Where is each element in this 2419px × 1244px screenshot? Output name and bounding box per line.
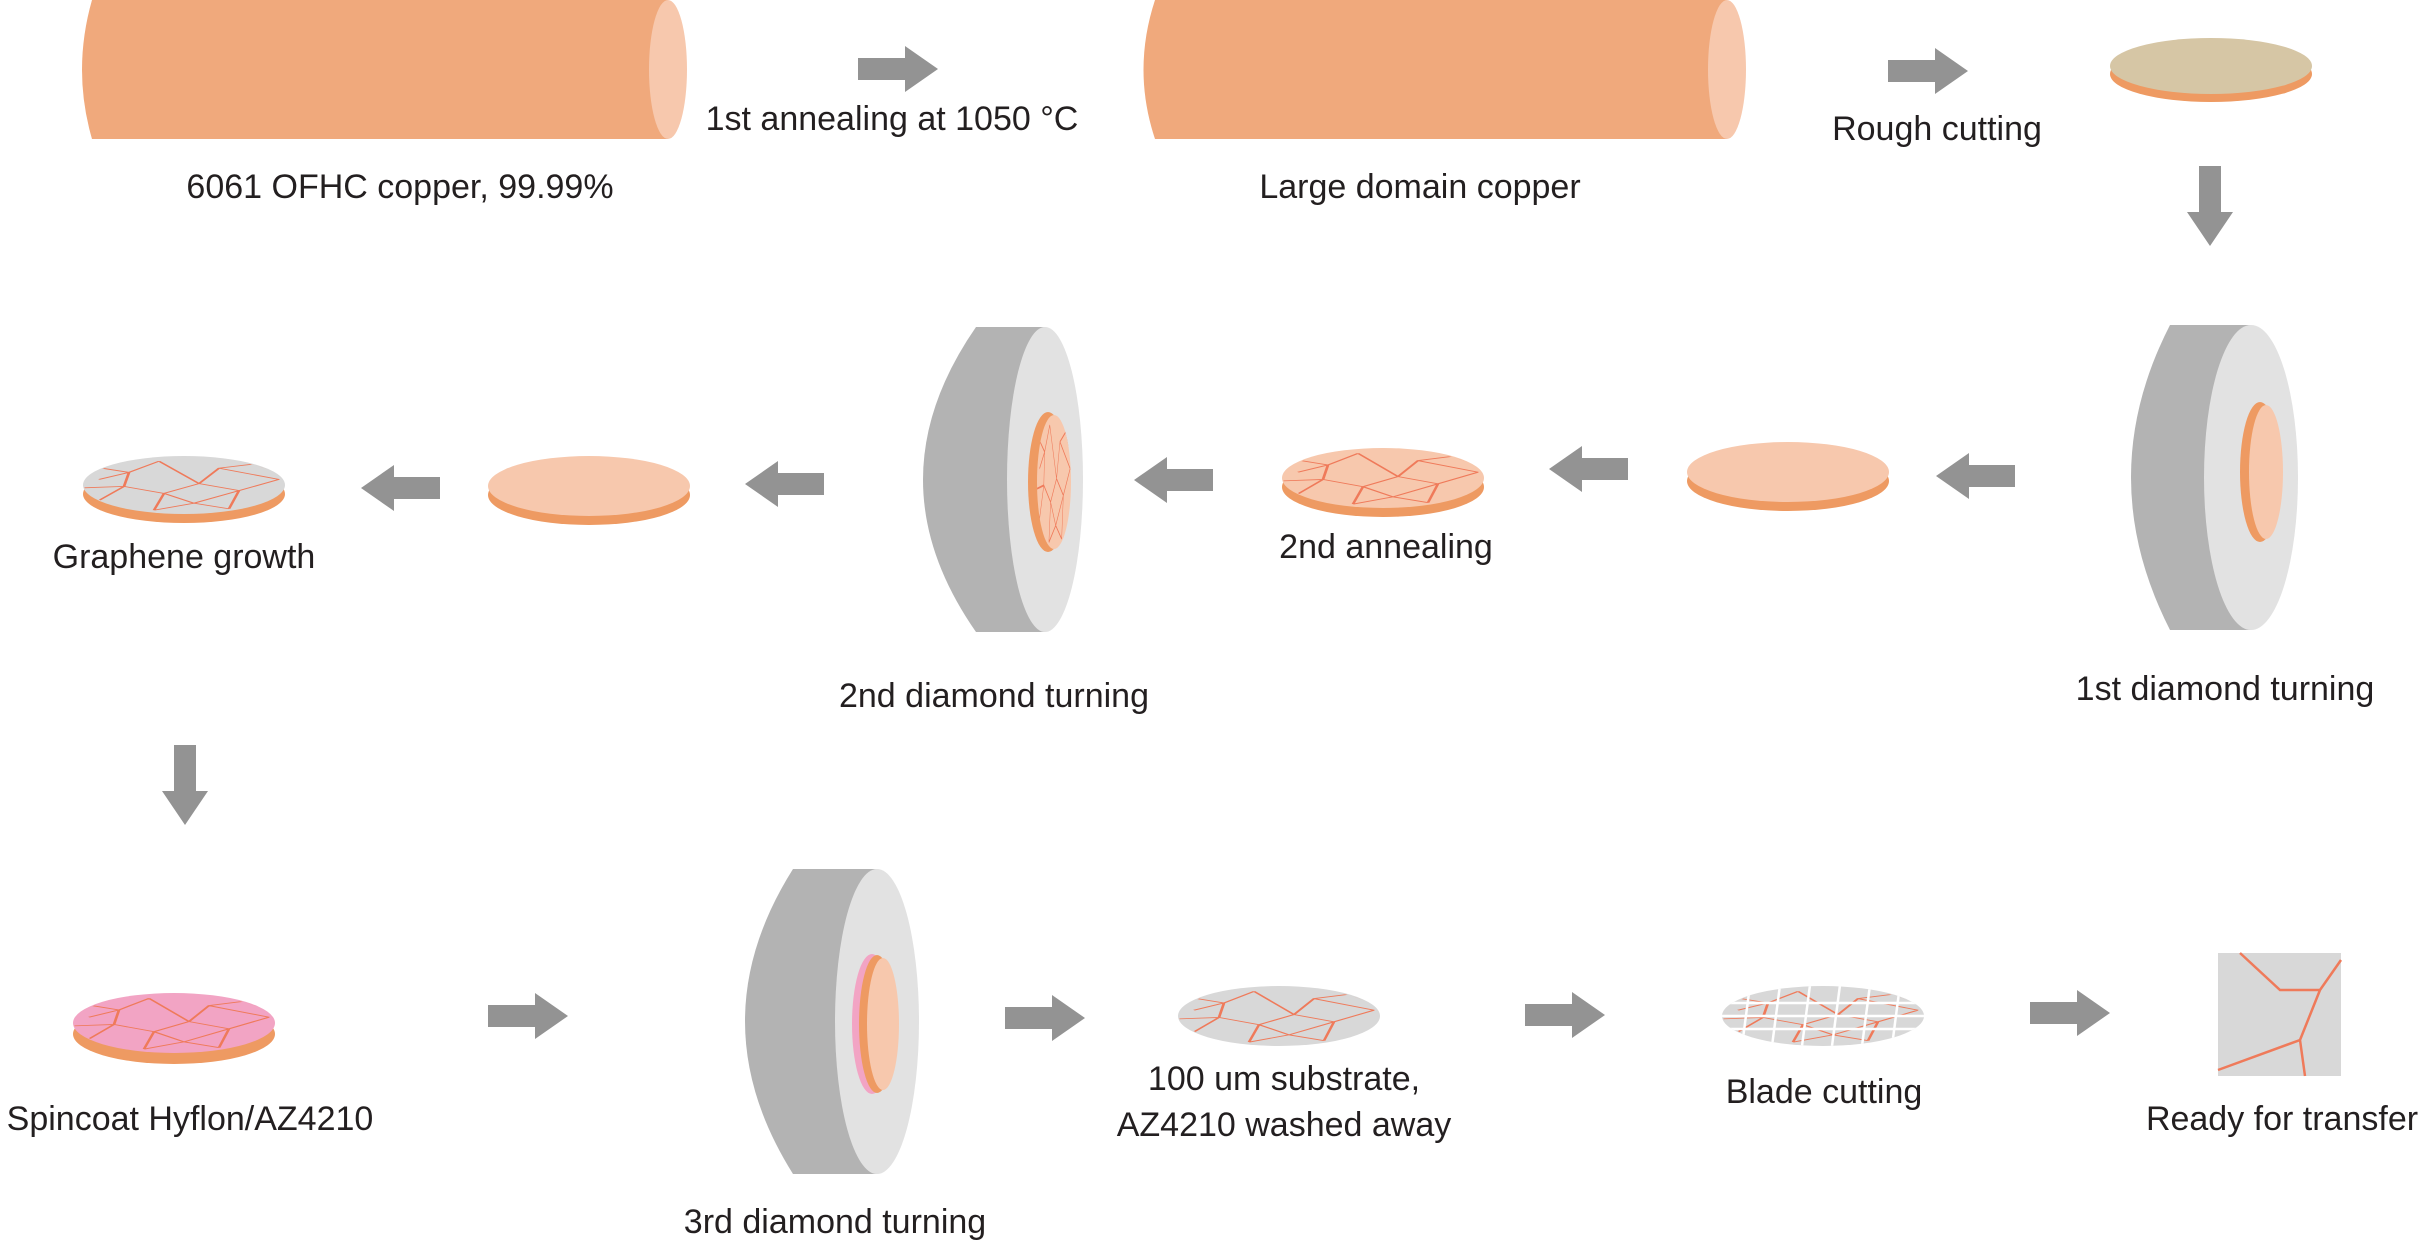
copper-rod-raw (82, 0, 687, 139)
arrow-left-icon (1936, 453, 2015, 499)
blade-cutting-label: Blade cutting (1726, 1073, 1923, 1111)
arrow-right-icon (2030, 990, 2110, 1036)
arrow-right-icon (488, 993, 568, 1039)
second-diamond-label: 2nd diamond turning (839, 677, 1149, 715)
arrow-left-icon (1134, 457, 1213, 503)
arrow-down-icon (162, 745, 208, 825)
rough-cutting-label: Rough cutting (1832, 110, 2042, 148)
polished-copper-disc (488, 456, 690, 525)
arrow-left-icon (1549, 446, 1628, 492)
thin-substrate-disc (1178, 986, 1380, 1046)
copper-rod-large-domain (1143, 0, 1746, 139)
diamond-turning-chuck-1 (2131, 325, 2298, 630)
substrate-label-line2: AZ4210 washed away (1117, 1106, 1452, 1144)
blade-cut-disc (1722, 986, 1924, 1046)
first-diamond-label: 1st diamond turning (2076, 670, 2375, 708)
first-annealing-label: 1st annealing at 1050 °C (706, 100, 1079, 138)
arrow-right-icon (858, 46, 938, 92)
spincoat-label: Spincoat Hyflon/AZ4210 (7, 1100, 374, 1138)
arrow-left-icon (361, 465, 440, 511)
second-annealing-label: 2nd annealing (1279, 528, 1493, 566)
third-diamond-label: 3rd diamond turning (684, 1203, 986, 1241)
arrow-left-icon (745, 461, 824, 507)
large-domain-label: Large domain copper (1259, 168, 1580, 206)
graphene-growth-label: Graphene growth (53, 538, 316, 576)
arrow-right-icon (1525, 992, 1605, 1038)
spincoated-disc (73, 993, 275, 1064)
substrate-label-line1: 100 um substrate, (1148, 1060, 1420, 1098)
annealed-grain-disc (1282, 448, 1484, 517)
rough-cut-disc (2110, 38, 2312, 102)
copper-rod-label: 6061 OFHC copper, 99.99% (186, 168, 613, 206)
turned-copper-disc (1687, 442, 1889, 511)
ready-for-transfer-label: Ready for transfer (2146, 1100, 2418, 1138)
graphene-sample-square (2217, 952, 2343, 1077)
arrow-right-icon (1005, 995, 1085, 1041)
arrow-down-icon (2187, 166, 2233, 246)
diamond-turning-chuck-3 (745, 869, 919, 1174)
graphene-disc (83, 456, 285, 523)
arrow-right-icon (1888, 48, 1968, 94)
diamond-turning-chuck-2 (923, 327, 1083, 632)
